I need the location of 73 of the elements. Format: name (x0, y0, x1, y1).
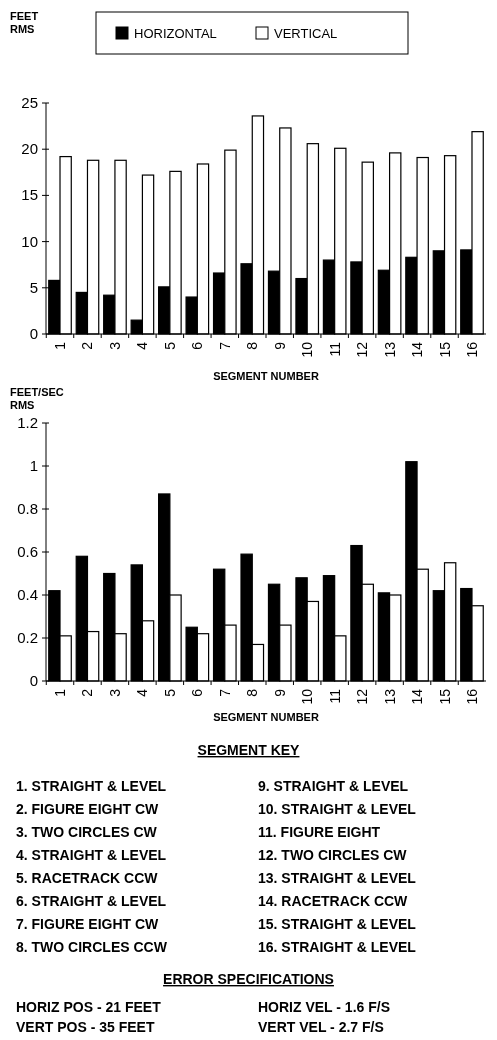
x-tick-label: 2 (79, 341, 96, 350)
x-tick-label: 4 (134, 341, 151, 350)
y-tick-label: 0 (29, 672, 38, 689)
x-tick-label: 13 (381, 688, 398, 705)
text: HORIZ POS - 21 FEET (16, 999, 162, 1015)
x-tick-label: 12 (354, 341, 371, 358)
x-tick-label: 6 (189, 341, 206, 350)
text: 13. STRAIGHT & LEVEL (258, 870, 417, 886)
x-tick-label: 12 (354, 688, 371, 705)
x-tick-label: 14 (409, 688, 426, 705)
y-tick-label: 0 (29, 325, 38, 342)
legend-label: VERTICAL (274, 26, 338, 41)
x-tick-label: 6 (189, 688, 206, 697)
text: 6. STRAIGHT & LEVEL (16, 893, 167, 909)
y-axis-title: FEET/SEC RMS (10, 386, 64, 411)
text: 3. TWO CIRCLES CW (16, 824, 158, 840)
y-tick-label: 1.2 (17, 414, 38, 431)
x-tick-label: 5 (161, 688, 178, 697)
y-tick-label: 0.2 (17, 629, 38, 646)
text: 11. FIGURE EIGHT (258, 824, 381, 840)
y-tick-label: 0.6 (17, 543, 38, 560)
text: ERROR SPECIFICATIONS (163, 971, 334, 987)
x-tick-label: 1 (52, 688, 69, 697)
y-tick-label: 25 (21, 94, 38, 111)
text: 1. STRAIGHT & LEVEL (16, 778, 167, 794)
text: 7. FIGURE EIGHT CW (16, 916, 160, 932)
x-tick-label: 3 (106, 688, 123, 697)
x-tick-label: 10 (299, 341, 316, 358)
text: 5. RACETRACK CCW (16, 870, 159, 886)
y-tick-label: 0.8 (17, 500, 38, 517)
x-tick-label: 13 (381, 341, 398, 358)
y-tick-label: 10 (21, 232, 38, 250)
x-tick-label: 2 (79, 688, 96, 697)
text: SEGMENT KEY (197, 742, 301, 758)
x-tick-label: 8 (244, 688, 261, 697)
text: 14. RACETRACK CCW (258, 893, 409, 909)
x-tick-label: 16 (463, 341, 480, 358)
y-tick-label: 15 (21, 186, 38, 204)
text: 15. STRAIGHT & LEVEL (258, 916, 417, 932)
x-tick-label: 8 (244, 341, 261, 350)
x-tick-label: 14 (409, 341, 426, 358)
text: 9. STRAIGHT & LEVEL (258, 778, 409, 794)
text: 8. TWO CIRCLES CCW (16, 939, 168, 955)
text: VERT POS - 35 FEET (16, 1019, 155, 1035)
legend-label: HORIZONTAL (134, 26, 217, 41)
x-tick-label: 3 (106, 341, 123, 350)
x-tick-label: 9 (271, 688, 288, 697)
x-tick-label: 10 (299, 688, 316, 705)
y-axis-title: FEET RMS (10, 10, 39, 35)
text: 2. FIGURE EIGHT CW (16, 801, 160, 817)
x-tick-label: 1 (52, 341, 69, 350)
y-tick-label: 1 (29, 457, 38, 474)
x-tick-label: 7 (216, 688, 233, 697)
y-tick-label: 20 (21, 140, 38, 158)
y-tick-label: 0.4 (17, 586, 38, 603)
x-tick-label: 15 (436, 688, 453, 705)
x-tick-label: 11 (326, 341, 343, 357)
text: HORIZ VEL - 1.6 F/S (258, 999, 390, 1015)
x-tick-label: 4 (134, 688, 151, 697)
text: 12. TWO CIRCLES CW (258, 847, 408, 863)
text: 4. STRAIGHT & LEVEL (16, 847, 167, 863)
text: 10. STRAIGHT & LEVEL (258, 801, 417, 817)
x-tick-label: 7 (216, 341, 233, 350)
x-tick-label: 5 (161, 341, 178, 350)
x-axis-title: SEGMENT NUMBER (213, 370, 319, 382)
x-tick-label: 16 (463, 688, 480, 705)
text: VERT VEL - 2.7 F/S (258, 1019, 384, 1035)
y-tick-label: 5 (29, 278, 38, 296)
x-tick-label: 9 (271, 341, 288, 350)
text: 16. STRAIGHT & LEVEL (258, 939, 417, 955)
x-tick-label: 11 (326, 688, 343, 704)
x-tick-label: 15 (436, 341, 453, 358)
x-axis-title: SEGMENT NUMBER (213, 711, 319, 723)
